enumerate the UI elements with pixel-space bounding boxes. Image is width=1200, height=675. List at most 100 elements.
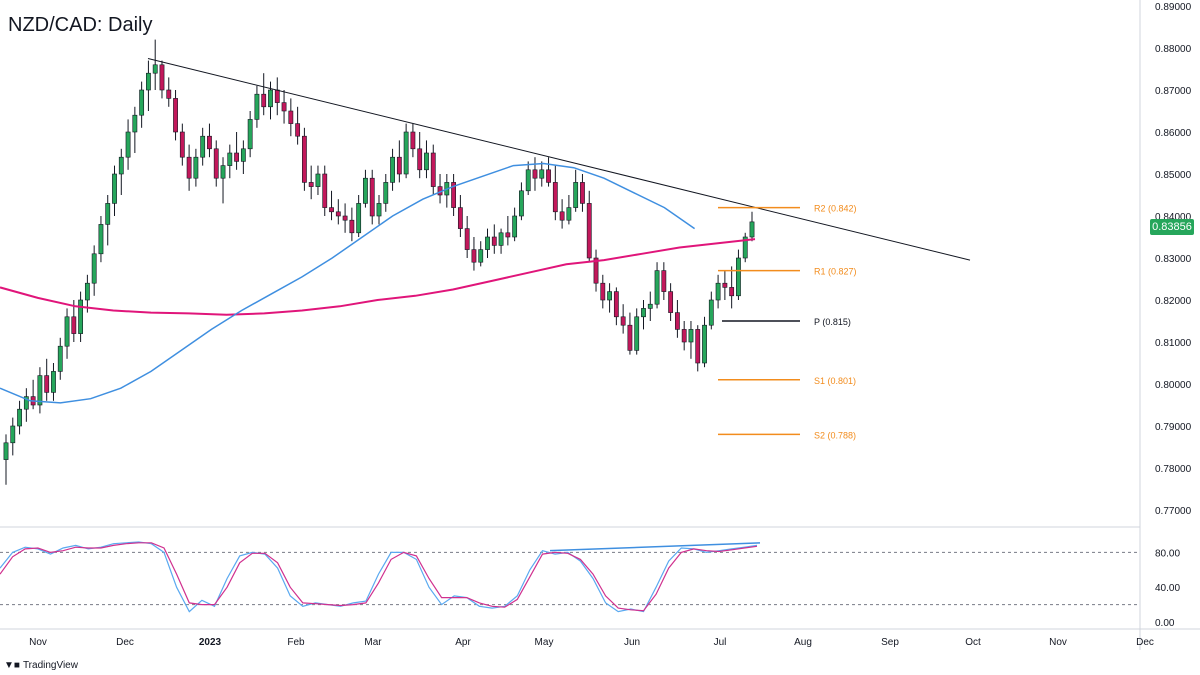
candle-body (471, 249, 477, 263)
y-tick-label: 0.78000 (1155, 464, 1192, 475)
candle-body (566, 207, 572, 221)
candle-body (647, 303, 653, 309)
candle-body (44, 375, 50, 393)
y-tick-label: 0.80000 (1155, 380, 1192, 391)
candle-body (593, 257, 599, 284)
candle-body (552, 182, 558, 213)
candle-body (586, 203, 592, 259)
candle-body (491, 236, 497, 246)
candle-body (383, 182, 389, 204)
candle-body (200, 135, 206, 158)
page-title: NZD/CAD: Daily (8, 14, 153, 36)
candle-body (152, 64, 158, 74)
trendline (147, 58, 971, 261)
stoch-k-line (0, 541, 758, 613)
ma-slow-line (0, 238, 756, 316)
x-tick-label: Nov (1049, 637, 1067, 648)
candle-body (207, 135, 212, 150)
candle-body (376, 203, 382, 217)
candle-body (37, 375, 43, 406)
candle-body (498, 232, 504, 246)
candle-body (654, 270, 660, 305)
pivot-level-label: S2 (0.788) (814, 430, 856, 440)
candle-body (91, 253, 97, 284)
candle-body (193, 156, 199, 179)
candle-body (125, 131, 131, 158)
candle-body (98, 224, 104, 255)
x-tick-label: Dec (116, 637, 134, 648)
candle-body (457, 207, 463, 229)
candle-body (695, 329, 701, 364)
candle-body (329, 207, 334, 213)
candle-body (71, 316, 77, 334)
candle-body (166, 89, 172, 99)
candle-body (464, 228, 470, 250)
stoch-y-tick-label: 40.00 (1155, 583, 1180, 594)
stoch-y-tick-label: 80.00 (1155, 548, 1180, 559)
candle-body (356, 203, 362, 234)
candle-body (742, 236, 748, 259)
candle-body (607, 291, 612, 301)
candle-body (736, 257, 741, 297)
candle-body (118, 156, 124, 175)
candle-body (227, 152, 233, 166)
candle-body (315, 173, 321, 187)
candle-body (254, 93, 260, 120)
y-tick-label: 0.83000 (1155, 254, 1192, 265)
candle-body (281, 102, 287, 112)
x-tick-label: Nov (29, 637, 47, 648)
candle-body (112, 173, 117, 204)
candle-body (159, 64, 165, 91)
candle-body (3, 442, 9, 460)
x-tick-label: Sep (881, 637, 899, 648)
candle-body (702, 324, 707, 364)
candle-body (403, 131, 409, 175)
x-tick-label: Jun (624, 637, 640, 648)
candle-body (78, 299, 84, 334)
candle-body (573, 182, 579, 208)
candle-body (308, 182, 314, 187)
candle-body (478, 249, 484, 263)
candle-body (322, 173, 328, 208)
candle-body (600, 282, 606, 301)
y-tick-label: 0.88000 (1155, 44, 1192, 55)
y-tick-label: 0.79000 (1155, 422, 1192, 433)
candle-body (410, 131, 416, 150)
x-tick-label: Aug (794, 637, 812, 648)
candle-body (417, 148, 423, 171)
candle-body (525, 169, 531, 192)
candle-body (132, 114, 138, 133)
candle-body (722, 282, 728, 288)
candle-body (451, 182, 457, 208)
candle-body (268, 89, 273, 108)
candle-body (295, 123, 301, 137)
candle-body (17, 408, 22, 427)
candle-body (620, 316, 626, 326)
candle-body (430, 152, 436, 187)
stoch-d-line (0, 542, 758, 612)
candle-body (51, 371, 56, 393)
y-tick-label: 0.77000 (1155, 506, 1192, 517)
candle-body (335, 211, 341, 217)
y-tick-label: 0.87000 (1155, 86, 1192, 97)
x-tick-label: Oct (965, 637, 981, 648)
candle-body (505, 232, 511, 238)
candle-body (668, 291, 674, 313)
candle-body (173, 98, 178, 133)
x-tick-label: Mar (364, 637, 382, 648)
candle-body (301, 135, 307, 183)
candle-body (179, 131, 185, 158)
candle-body (342, 215, 348, 221)
candle-body (349, 219, 355, 234)
y-tick-label: 0.86000 (1155, 128, 1192, 139)
x-tick-label: Jul (714, 637, 727, 648)
candle-body (64, 316, 70, 347)
candle-body (424, 152, 429, 171)
stoch-divergence-line (549, 542, 761, 552)
candle-body (641, 308, 646, 318)
candle-body (749, 221, 755, 238)
candle-body (186, 156, 192, 179)
candle-body (613, 291, 619, 318)
candle-body (247, 119, 253, 150)
current-price-badge: 0.83856 (1150, 219, 1194, 235)
